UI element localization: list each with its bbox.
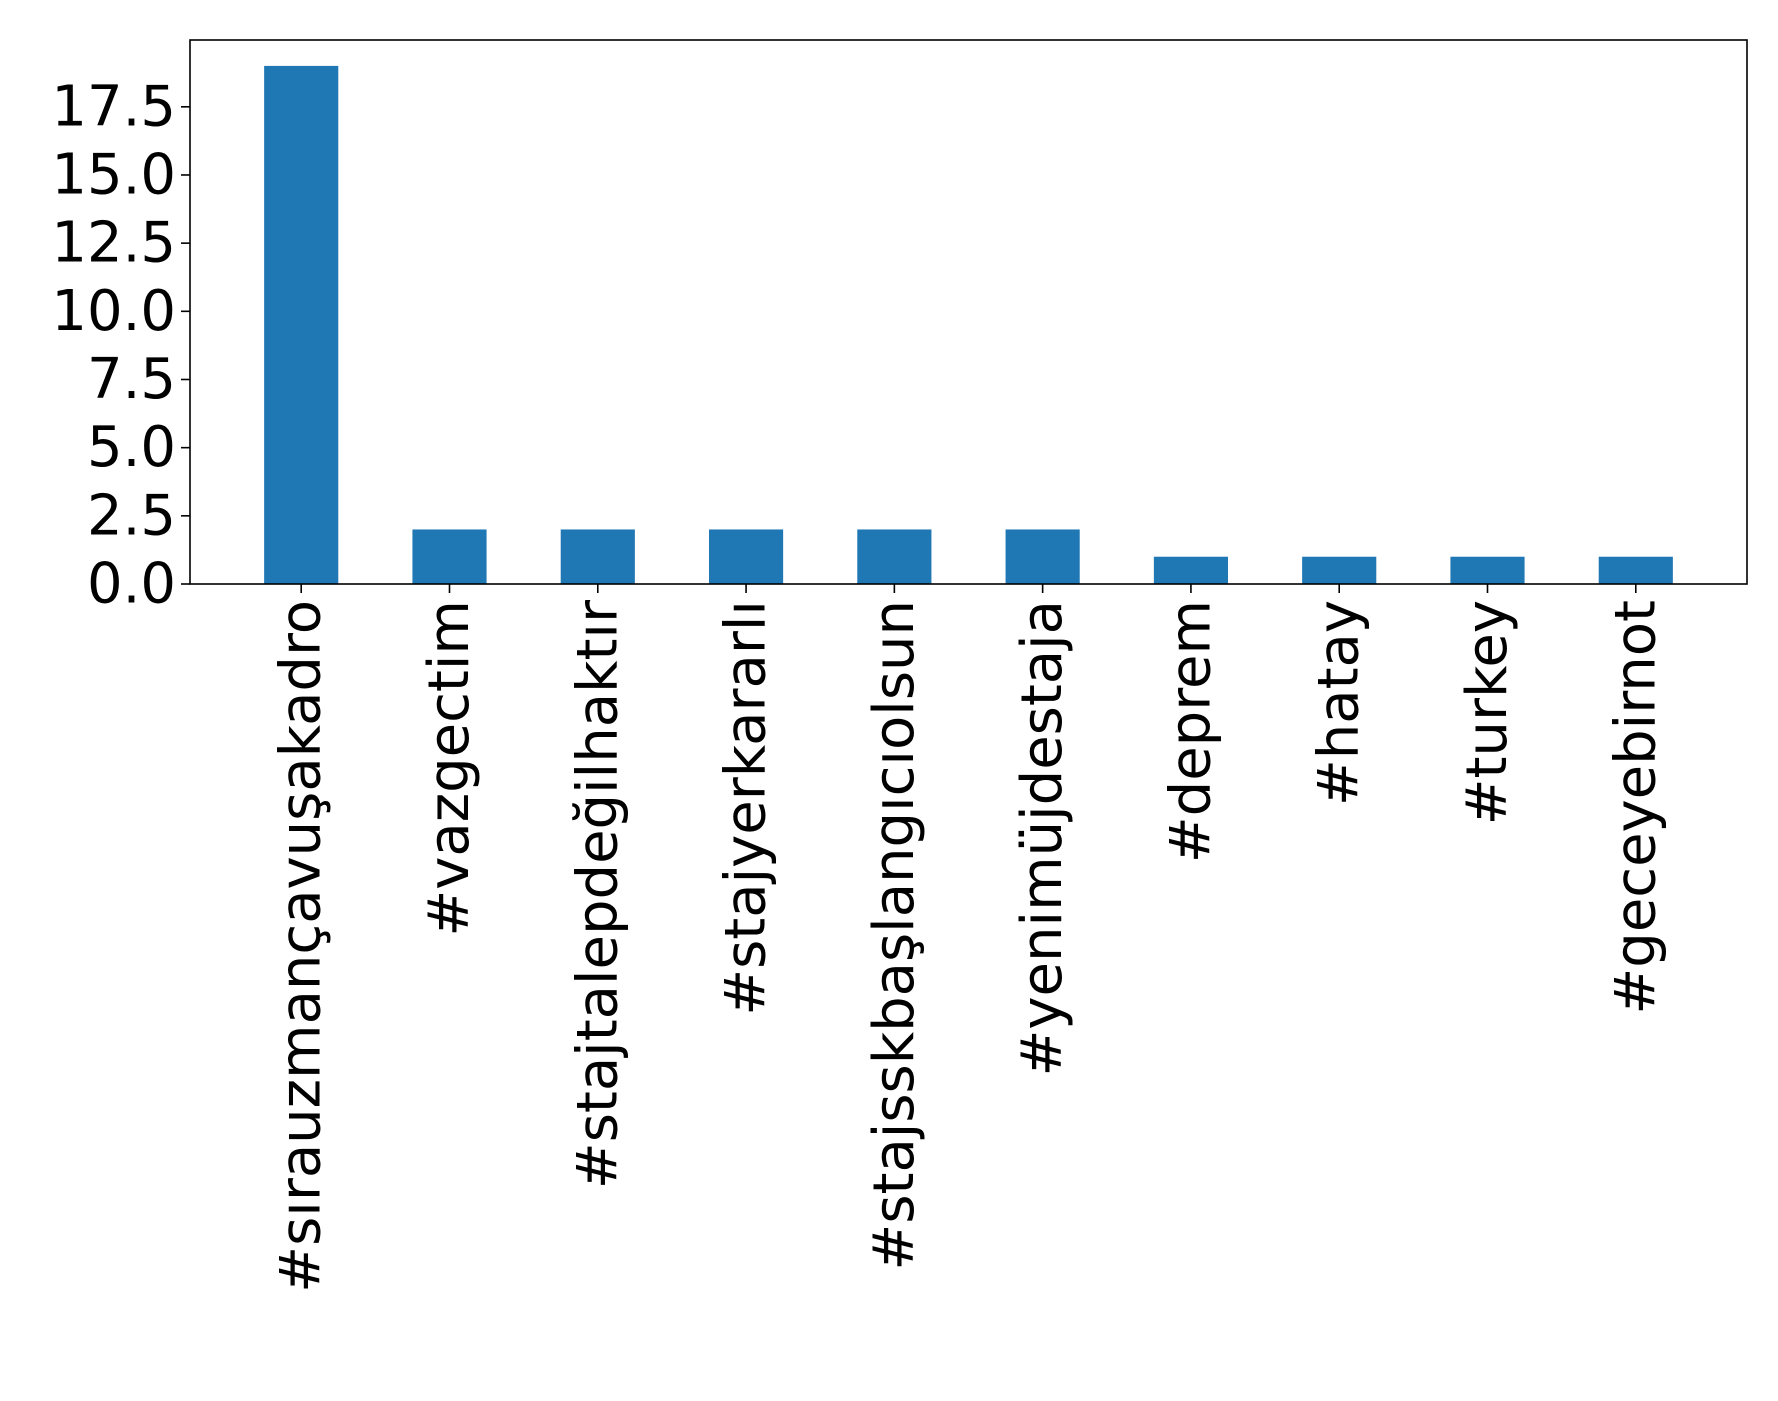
y-axis: 0.02.55.07.510.012.515.017.5	[51, 74, 190, 617]
x-axis: #sırauzmançavuşakadro #vazgectim #stajtale…	[269, 584, 1668, 1293]
bars-group	[264, 65, 1673, 584]
y-tick-label: 5.0	[87, 415, 176, 480]
bar-5	[1005, 529, 1080, 584]
y-tick-label: 2.5	[87, 483, 176, 548]
y-tick-label: 15.0	[51, 142, 176, 207]
bar-3	[709, 529, 784, 584]
bar-7	[1302, 556, 1377, 584]
x-tick-label: #deprem	[1158, 600, 1223, 863]
x-tick-label: #stajsskbaşlangıcıolsun	[862, 600, 927, 1271]
x-tick-label: #turkey	[1455, 600, 1520, 825]
y-tick-label: 17.5	[51, 74, 176, 139]
x-tick-label: #stajtalepdeğilhaktır	[565, 599, 630, 1189]
y-tick-label: 10.0	[51, 279, 176, 344]
bar-0	[264, 65, 339, 584]
x-tick-label: #hatay	[1307, 600, 1372, 806]
y-tick-label: 12.5	[51, 211, 176, 276]
bar-2	[560, 529, 635, 584]
x-tick-label: #yenimüjdestaja	[1010, 600, 1075, 1077]
bar-8	[1450, 556, 1525, 584]
x-tick-label: #stajyerkararlı	[714, 600, 779, 1016]
x-tick-label: #sırauzmançavuşakadro	[269, 600, 334, 1293]
bar-1	[412, 529, 487, 584]
y-tick-label: 0.0	[87, 552, 176, 617]
plot-frame	[189, 39, 1748, 585]
y-tick-label: 7.5	[87, 347, 176, 412]
x-tick-label: #vazgectim	[417, 600, 482, 937]
bar-4	[857, 529, 932, 584]
bar-9	[1598, 556, 1673, 584]
x-tick-label: #geceyebirnot	[1603, 600, 1668, 1015]
bar-6	[1153, 556, 1228, 584]
